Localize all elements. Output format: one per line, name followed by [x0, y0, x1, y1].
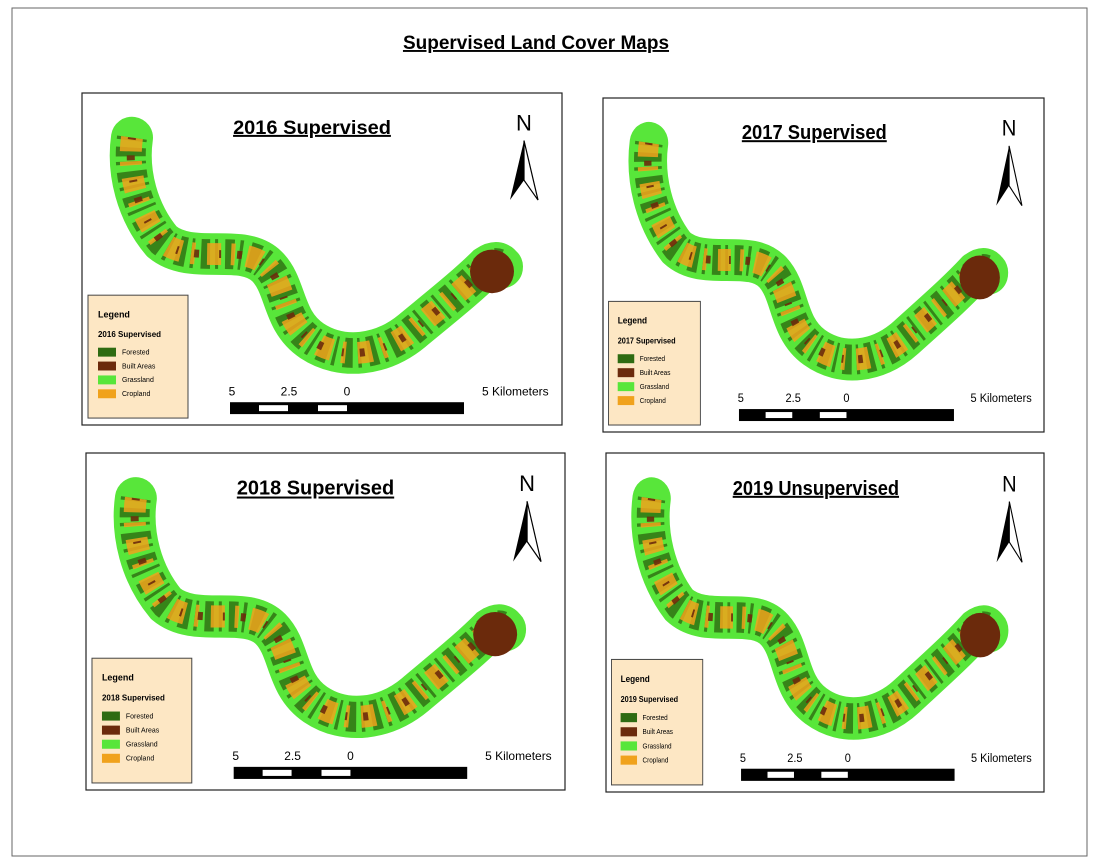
legend-label: Cropland — [126, 756, 154, 763]
land-cover — [126, 137, 506, 357]
scale-label: 0 — [347, 749, 354, 763]
scale-label: 5 Kilometers — [971, 393, 1032, 405]
legend-swatch — [617, 354, 635, 364]
legend-swatch — [617, 396, 635, 406]
north-arrow — [523, 140, 539, 201]
panel-title: 2017 Supervised — [742, 123, 887, 145]
legend-label: Built Areas — [122, 363, 156, 370]
scale-bar-segment — [821, 771, 848, 778]
legend-label: Grassland — [122, 377, 154, 384]
scale-label: 5 — [738, 393, 744, 405]
legend-swatch — [620, 713, 638, 723]
scale-label: 5 — [229, 384, 236, 398]
legend-swatch — [101, 711, 120, 721]
scale-label: 5 Kilometers — [485, 749, 552, 763]
scale-bar-segment — [819, 412, 847, 419]
scale-bar-segment — [318, 405, 347, 412]
legend-title: 2016 Supervised — [98, 330, 161, 339]
legend-label: Grassland — [643, 743, 672, 750]
north-label: N — [519, 471, 535, 496]
scale-bar-segment — [765, 412, 793, 419]
page-title: Supervised Land Cover Maps — [403, 33, 669, 54]
scale-bar — [738, 409, 954, 422]
legend-label: Built Areas — [640, 370, 671, 377]
legend-title: 2017 Supervised — [618, 336, 676, 345]
legend-label: Cropland — [122, 391, 150, 398]
legend-label: Forested — [640, 356, 666, 363]
legend-label: Cropland — [640, 398, 666, 405]
legend-label: Forested — [126, 713, 154, 720]
legend-heading: Legend — [98, 309, 130, 319]
legend-swatch — [617, 382, 635, 392]
scale-label: 0 — [843, 393, 849, 405]
scale-label: 5 Kilometers — [482, 384, 549, 398]
land-cover — [130, 497, 510, 721]
scale-label: 0 — [845, 752, 851, 765]
legend-swatch — [98, 347, 116, 357]
legend-label: Built Areas — [643, 729, 674, 736]
scale-label: 2.5 — [281, 384, 298, 398]
legend-label: Grassland — [126, 742, 158, 749]
north-label: N — [1002, 472, 1017, 496]
legend-title: 2018 Supervised — [102, 694, 165, 703]
legend-label: Forested — [122, 350, 150, 357]
panel-title: 2019 Unsupervised — [733, 478, 899, 500]
scale-label: 2.5 — [787, 752, 802, 765]
north-arrow — [1008, 145, 1023, 207]
north-arrow — [526, 501, 542, 562]
north-arrow — [513, 501, 528, 562]
legend-label: Grassland — [640, 384, 670, 391]
legend-title: 2019 Supervised — [621, 695, 679, 704]
legend-label: Forested — [643, 715, 668, 722]
legend-swatch — [101, 739, 120, 749]
scale-bar-segment — [259, 405, 288, 412]
legend-swatch — [98, 361, 116, 371]
north-label: N — [1002, 117, 1017, 141]
legend-label: Cropland — [643, 757, 669, 764]
built-area — [473, 611, 518, 657]
map-panel: 2018 Supervised N Legend 2018 Supervised For… — [91, 471, 552, 784]
scale-label: 2.5 — [284, 749, 301, 763]
land-cover — [646, 497, 993, 723]
panel-title: 2018 Supervised — [237, 477, 394, 499]
map-panel: 2016 Supervised N Legend 2016 Supervised For… — [87, 111, 549, 419]
legend-swatch — [617, 368, 635, 378]
north-label: N — [516, 111, 532, 136]
legend-swatch — [620, 755, 638, 765]
scale-bar-segment — [262, 769, 292, 776]
legend-swatch — [98, 389, 116, 399]
scale-label: 0 — [344, 384, 351, 398]
legend-swatch — [620, 741, 638, 751]
scale-label: 5 — [740, 752, 746, 765]
legend-heading: Legend — [621, 674, 650, 685]
land-cover — [644, 142, 993, 364]
north-arrow — [1008, 501, 1023, 563]
scale-label: 5 — [232, 749, 239, 763]
legend-swatch — [620, 727, 638, 737]
built-area — [959, 255, 1000, 300]
built-area — [470, 249, 514, 294]
scale-bar-segment — [321, 769, 351, 776]
legend-label: Built Areas — [126, 727, 160, 734]
legend-heading: Legend — [102, 673, 134, 683]
map-panel: 2019 Unsupervised N Legend 2019 Supervised F… — [611, 472, 1032, 786]
legend-swatch — [101, 753, 120, 763]
scale-bar-segment — [767, 771, 794, 778]
map-panel: 2017 Supervised N Legend 2017 Supervised For… — [608, 117, 1032, 426]
page-frame — [11, 7, 1088, 857]
legend-swatch — [98, 375, 116, 385]
legend-heading: Legend — [618, 315, 647, 325]
scale-label: 5 Kilometers — [971, 752, 1032, 765]
legend-swatch — [101, 725, 120, 735]
panel-title: 2016 Supervised — [233, 117, 391, 139]
scale-label: 2.5 — [786, 393, 801, 405]
built-area — [960, 612, 1001, 658]
